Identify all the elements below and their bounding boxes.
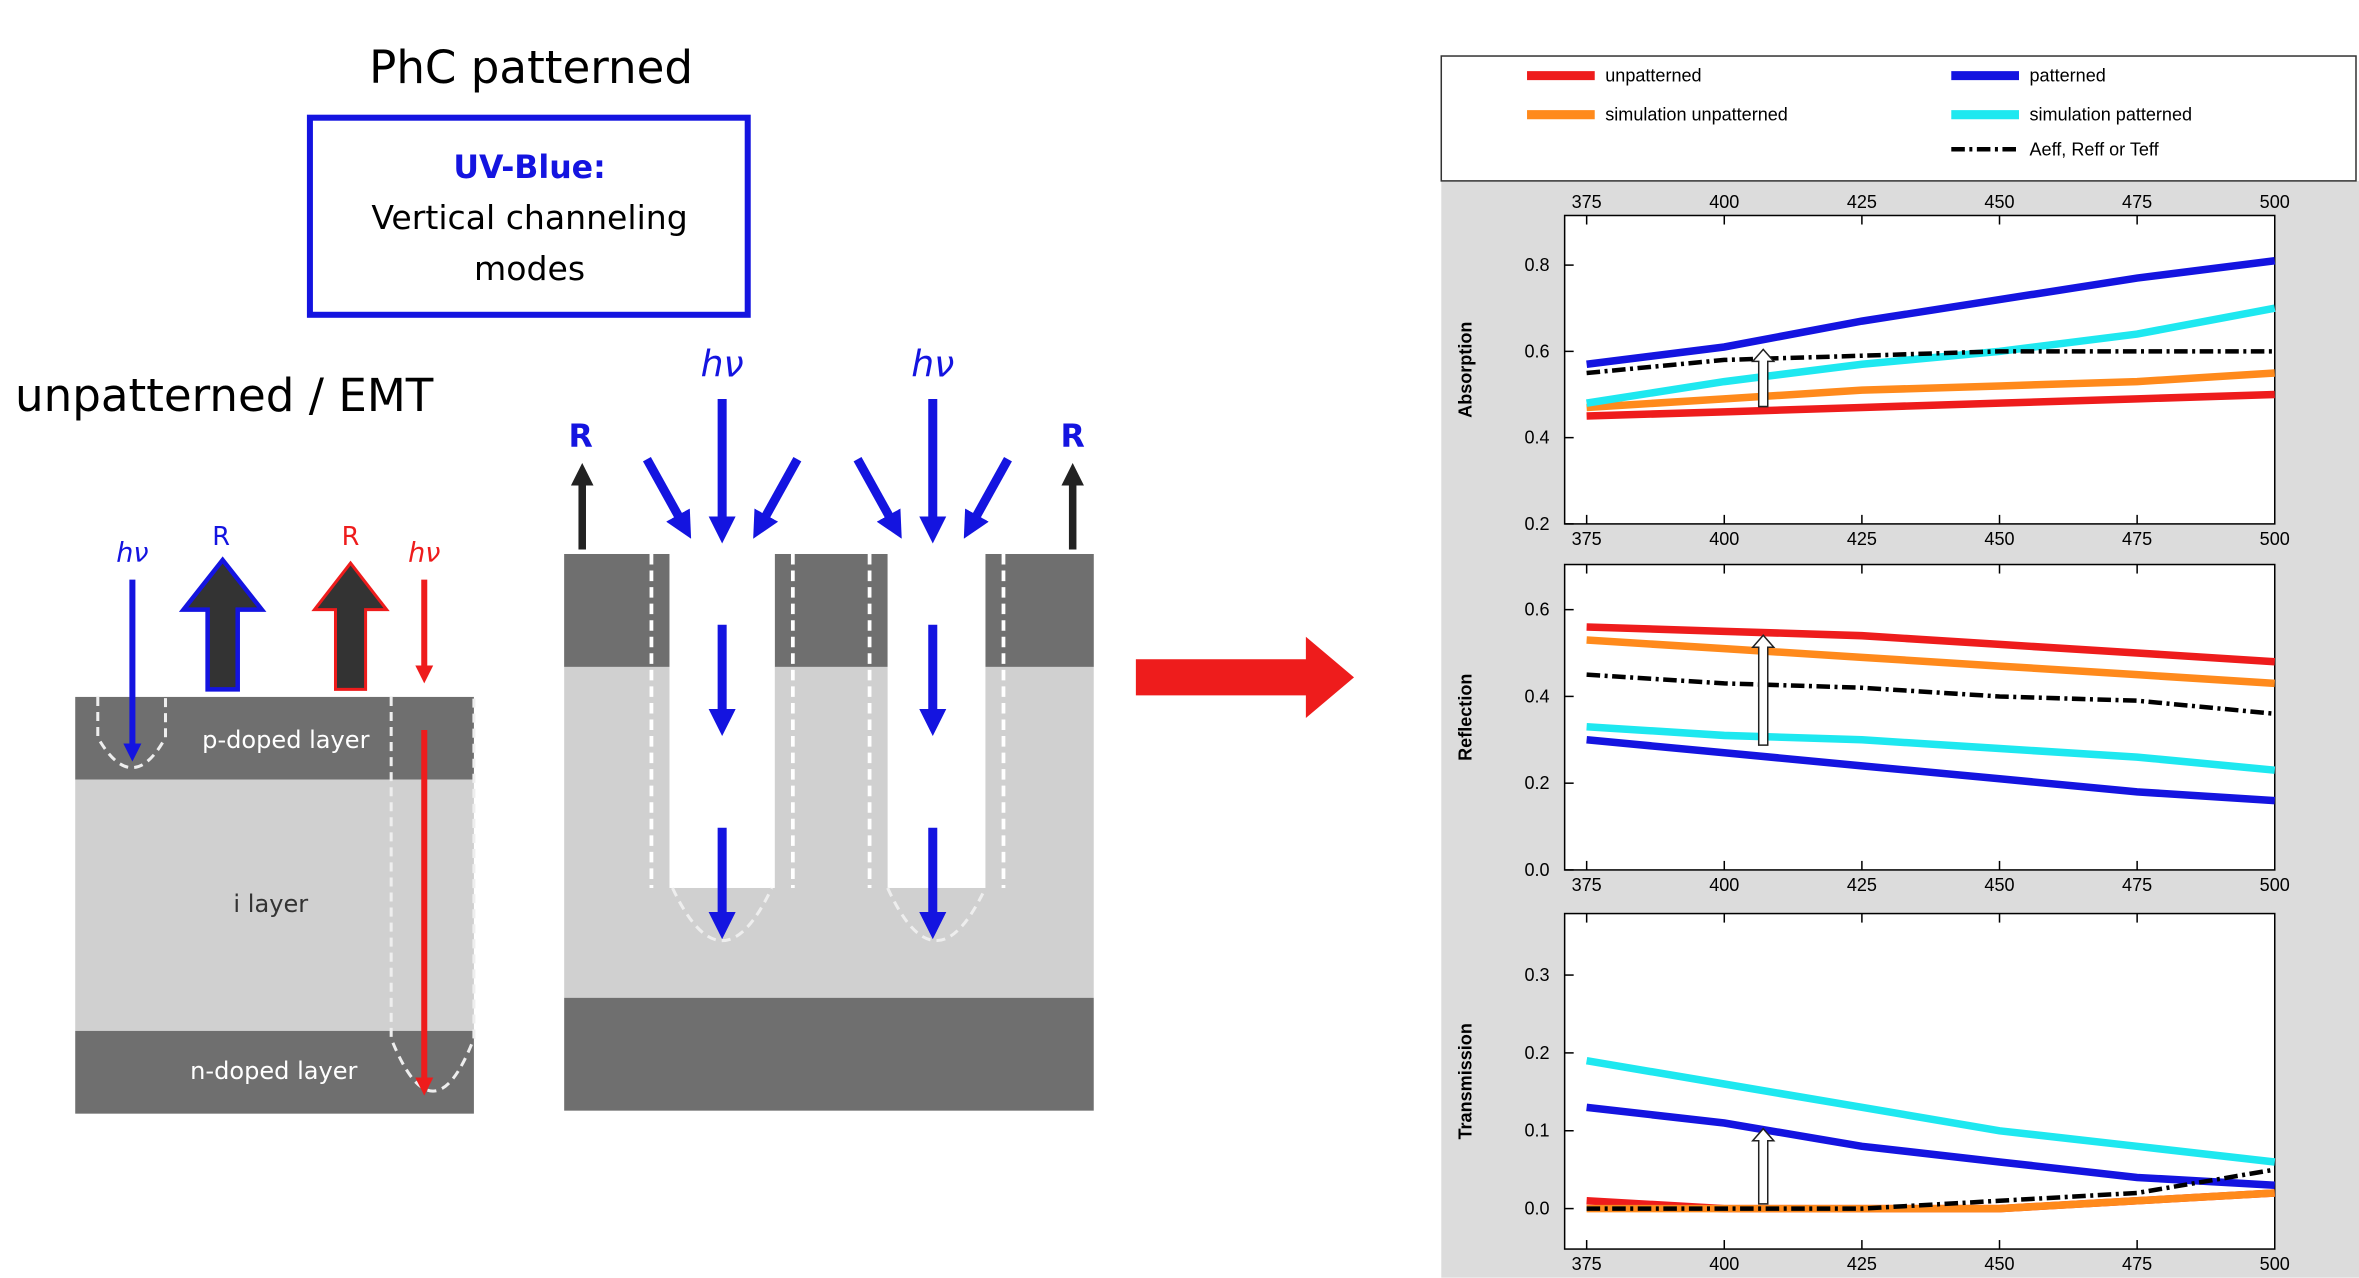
y-tick-label: 0.2 bbox=[1525, 773, 1550, 793]
series-line bbox=[1586, 304, 2276, 407]
x-tick-label: 500 bbox=[2260, 875, 2290, 895]
x-tick-label: 450 bbox=[1984, 1254, 2014, 1274]
series-line bbox=[1585, 1056, 2276, 1166]
x-tick-label: 425 bbox=[1847, 192, 1877, 212]
arrow bbox=[311, 560, 390, 691]
plot-area bbox=[1563, 912, 2276, 1250]
y-tick-label: 0.6 bbox=[1525, 341, 1550, 361]
r-label: R bbox=[1061, 419, 1085, 455]
x-tick-label: 500 bbox=[2260, 192, 2290, 212]
y-axis-label: Transmission bbox=[1455, 1023, 1475, 1139]
change-arrow bbox=[1751, 1127, 1776, 1205]
change-arrow bbox=[1751, 348, 1776, 408]
title: PhC patterned bbox=[369, 41, 693, 94]
x-tick-label: 425 bbox=[1847, 1254, 1877, 1274]
y-tick-label: 0.2 bbox=[1525, 1043, 1550, 1063]
y-tick-label: 0.4 bbox=[1525, 428, 1550, 448]
r-label: R bbox=[569, 419, 593, 455]
series-line bbox=[1586, 736, 2275, 805]
x-tick-label: 400 bbox=[1709, 529, 1739, 549]
series-line bbox=[1586, 672, 2275, 717]
pillar bbox=[564, 553, 670, 667]
arrow bbox=[178, 556, 267, 692]
x-tick-label: 400 bbox=[1709, 875, 1739, 895]
x-tick-label: 450 bbox=[1984, 875, 2014, 895]
y-tick-label: 0.2 bbox=[1525, 514, 1550, 534]
series-line bbox=[1586, 1167, 2276, 1211]
series-line bbox=[1586, 636, 2275, 688]
y-tick-label: 0.8 bbox=[1525, 255, 1550, 275]
layer-label: i layer bbox=[233, 890, 308, 918]
layer bbox=[75, 779, 474, 1031]
series-line bbox=[1586, 1103, 2275, 1190]
mode-outline bbox=[649, 553, 1006, 888]
change-arrow bbox=[1751, 634, 1776, 746]
x-tick-label: 425 bbox=[1847, 875, 1877, 895]
plot-area bbox=[1563, 214, 2276, 525]
y-tick-label: 0.6 bbox=[1525, 600, 1550, 620]
charts: unpatterned simulation unpatterned pattern… bbox=[1455, 66, 2290, 1275]
x-tick-label: 500 bbox=[2260, 529, 2290, 549]
series-line bbox=[1586, 349, 2275, 376]
mode-outline bbox=[671, 887, 774, 943]
mode-outline bbox=[886, 887, 987, 943]
arrows bbox=[642, 399, 1012, 940]
x-tick-label: 375 bbox=[1572, 875, 1602, 895]
y-tick-label: 0.3 bbox=[1525, 965, 1550, 985]
layer-label: n-doped layer bbox=[190, 1057, 357, 1085]
y-axis-label: Absorption bbox=[1455, 322, 1475, 418]
legend-label: unpatterned bbox=[1605, 66, 1701, 86]
legend-label: patterned bbox=[2030, 66, 2106, 86]
x-tick-label: 475 bbox=[2122, 1254, 2152, 1274]
r-label: R bbox=[212, 522, 230, 552]
y-tick-label: 0.0 bbox=[1525, 1199, 1550, 1219]
diagram: PhC patterned UV-Blue: Vertical channeli… bbox=[15, 41, 1355, 1114]
y-axis-label: Reflection bbox=[1455, 674, 1475, 761]
series-line bbox=[1586, 722, 2276, 774]
y-tick-label: 0.1 bbox=[1525, 1121, 1550, 1141]
mode-outline bbox=[96, 696, 167, 769]
x-tick-label: 375 bbox=[1572, 1254, 1602, 1274]
photon-label: hν bbox=[116, 538, 148, 569]
x-tick-label: 475 bbox=[2122, 875, 2152, 895]
legend-label: simulation unpatterned bbox=[1605, 105, 1788, 125]
photon-label: hν bbox=[408, 538, 440, 569]
layer bbox=[564, 887, 1094, 998]
x-tick-label: 375 bbox=[1572, 529, 1602, 549]
series-line bbox=[1586, 257, 2276, 369]
series-line bbox=[1586, 623, 2275, 666]
r-label: R bbox=[342, 522, 360, 552]
x-tick-label: 425 bbox=[1847, 529, 1877, 549]
x-tick-label: 475 bbox=[2122, 529, 2152, 549]
photon-label: hν bbox=[911, 342, 954, 385]
box-title: UV-Blue: bbox=[453, 150, 605, 186]
legend-label: simulation patterned bbox=[2030, 105, 2193, 125]
arrows bbox=[570, 462, 1084, 550]
x-tick-label: 500 bbox=[2260, 1254, 2290, 1274]
layer bbox=[564, 997, 1094, 1111]
x-tick-label: 475 bbox=[2122, 192, 2152, 212]
box-text: modes bbox=[474, 249, 585, 288]
title: unpatterned / EMT bbox=[15, 369, 434, 422]
plot-area bbox=[1563, 563, 2276, 871]
box-text: Vertical channeling bbox=[371, 198, 687, 237]
box bbox=[306, 114, 751, 318]
y-tick-label: 0.4 bbox=[1525, 686, 1550, 706]
photon-label: hν bbox=[701, 342, 744, 385]
x-tick-label: 450 bbox=[1984, 192, 2014, 212]
series-line bbox=[1586, 390, 2275, 420]
legend-label: Aeff, Reff or Teff bbox=[2030, 139, 2160, 159]
x-tick-label: 450 bbox=[1984, 529, 2014, 549]
series-line bbox=[1586, 369, 2275, 412]
y-tick-label: 0.0 bbox=[1525, 860, 1550, 880]
x-tick-label: 400 bbox=[1709, 192, 1739, 212]
x-tick-label: 400 bbox=[1709, 1254, 1739, 1274]
x-tick-label: 375 bbox=[1572, 192, 1602, 212]
big-arrow bbox=[1135, 636, 1355, 718]
layer-label: p-doped layer bbox=[202, 726, 369, 754]
